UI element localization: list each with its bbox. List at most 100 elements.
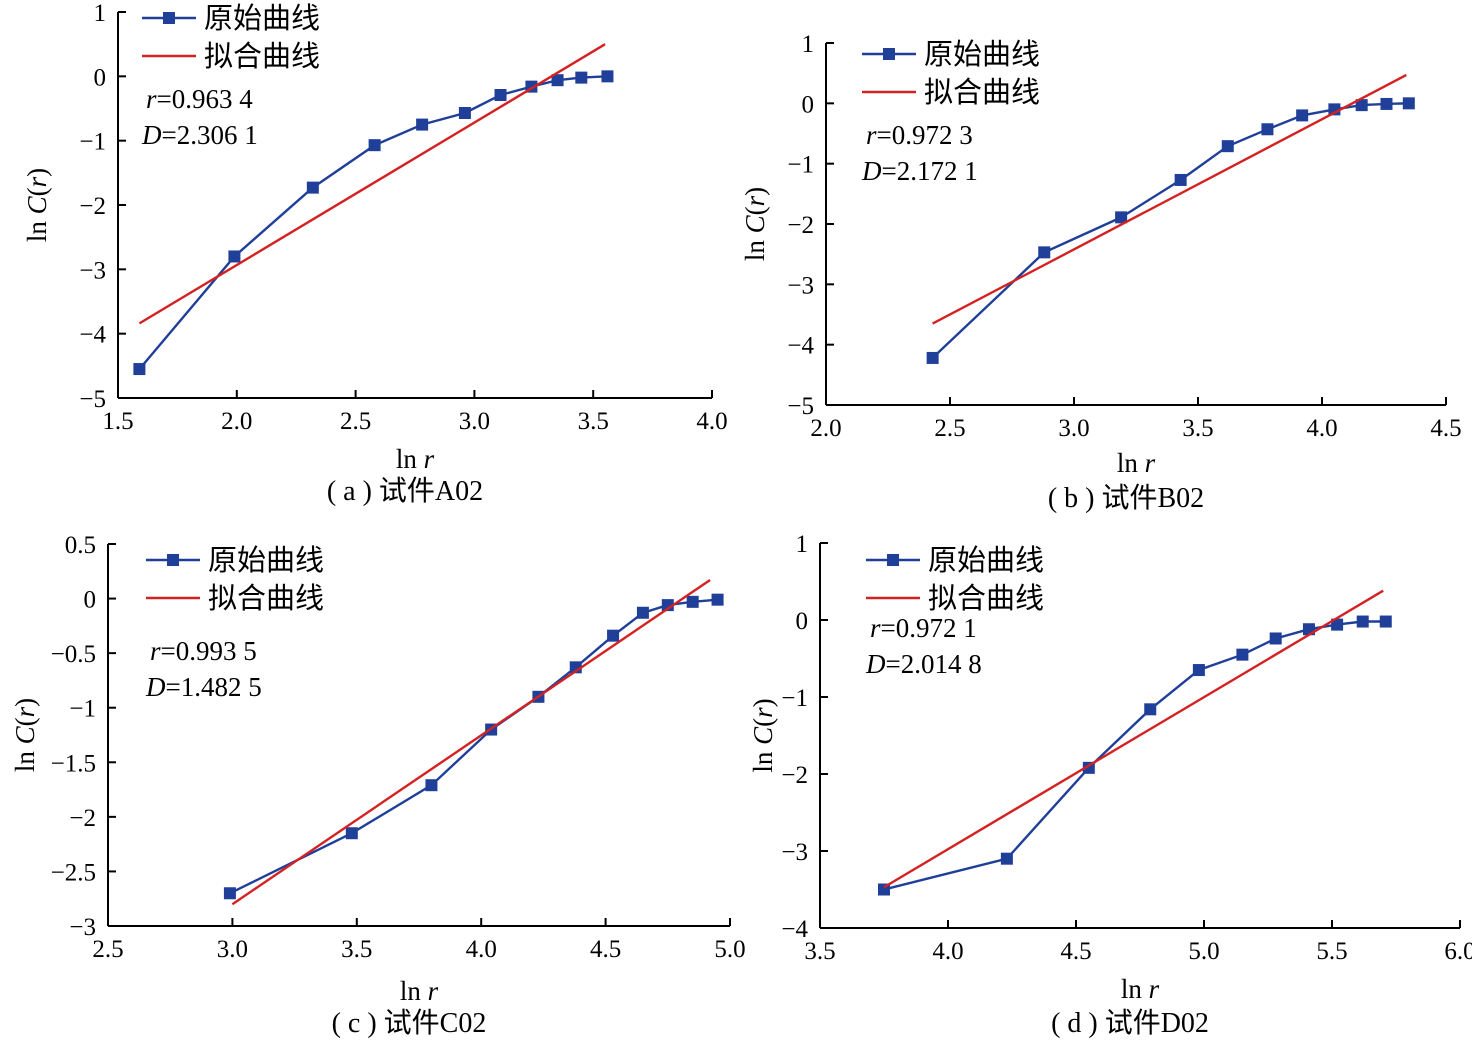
data-point (133, 363, 146, 376)
legend-raw-label: 原始曲线 (924, 38, 1040, 71)
panel-caption: ( a ) 试件A02 (327, 475, 483, 507)
legend-raw-marker (883, 48, 895, 60)
data-point (368, 139, 381, 152)
x-tick-label: 2.5 (340, 408, 371, 435)
data-point (1355, 99, 1368, 112)
y-tick-label: −0.5 (51, 641, 96, 668)
data-point (228, 250, 241, 263)
data-point (711, 593, 724, 606)
D-annotation: D=2.172 1 (861, 156, 978, 186)
legend-raw-marker (167, 554, 179, 566)
x-axis-label: ln r (396, 444, 435, 474)
data-point (1000, 852, 1013, 865)
y-tick-label: −3 (69, 914, 96, 941)
x-tick-label: 2.0 (810, 415, 841, 442)
x-tick-label: 2.5 (934, 415, 965, 442)
legend-fit-label: 拟合曲线 (924, 76, 1040, 109)
y-tick-label: −5 (787, 393, 814, 420)
y-tick-label: −3 (781, 839, 808, 866)
y-tick-label: −1.5 (51, 750, 96, 777)
data-point (601, 70, 614, 83)
x-tick-label: 4.5 (1430, 415, 1461, 442)
y-tick-label: 0.5 (65, 532, 96, 559)
x-tick-label: 3.5 (804, 938, 835, 965)
legend-raw-marker (163, 12, 175, 24)
y-tick-label: −4 (79, 322, 106, 349)
x-tick-label: 4.5 (1060, 938, 1091, 965)
x-tick-label: 4.0 (696, 408, 727, 435)
legend-fit-label: 拟合曲线 (208, 582, 324, 615)
panel-caption: ( b ) 试件B02 (1048, 482, 1204, 514)
data-point (1402, 97, 1415, 110)
y-axis-label: ln C(r) (748, 698, 778, 772)
data-point (1221, 140, 1234, 153)
x-tick-label: 1.5 (102, 408, 133, 435)
fit-line (231, 579, 711, 906)
data-point (1192, 664, 1205, 677)
y-tick-label: −3 (787, 272, 814, 299)
chart-panel-1: −5 −4 −3 −2 −1 0 1 2.0 2.5 3.0 3.5 4.0 4.5 ln r ln C(r… (740, 31, 1462, 514)
x-tick-label: 3.5 (341, 936, 372, 963)
x-tick-label: 4.0 (1306, 415, 1337, 442)
data-point (1296, 109, 1309, 122)
raw-curve-line (229, 598, 718, 895)
data-point (926, 351, 939, 364)
fit-line (138, 43, 606, 325)
data-point (223, 887, 236, 900)
data-point (575, 71, 588, 84)
y-tick-label: −1 (69, 696, 96, 723)
y-tick-label: −2 (79, 193, 106, 220)
x-tick-label: 5.0 (714, 936, 745, 963)
y-tick-label: 1 (796, 531, 809, 558)
data-point (551, 74, 564, 87)
fit-line (883, 589, 1384, 889)
data-point (1379, 615, 1392, 628)
y-tick-label: −3 (79, 257, 106, 284)
D-annotation: D=2.014 8 (865, 649, 982, 679)
y-axis-label: ln C(r) (22, 168, 52, 242)
y-tick-label: 1 (94, 0, 107, 27)
x-axis-label: ln r (1117, 448, 1156, 478)
y-tick-label: −1 (787, 152, 814, 179)
data-point (416, 118, 429, 131)
legend-fit-label: 拟合曲线 (204, 40, 320, 73)
x-axis-label: ln r (1121, 974, 1160, 1004)
y-tick-label: 0 (802, 91, 815, 118)
data-point (494, 88, 507, 101)
panel-caption: ( c ) 试件C02 (332, 1007, 487, 1039)
data-point (1174, 173, 1187, 186)
y-tick-label: −2.5 (51, 859, 96, 886)
legend-raw-label: 原始曲线 (204, 2, 320, 35)
data-point (1380, 97, 1393, 110)
data-point (458, 107, 471, 120)
y-axis-label: ln C(r) (740, 187, 770, 261)
x-tick-label: 4.0 (932, 938, 963, 965)
y-tick-label: −1 (781, 685, 808, 712)
legend-raw-label: 原始曲线 (928, 544, 1044, 577)
y-tick-label: −5 (79, 386, 106, 413)
y-tick-label: −2 (69, 805, 96, 832)
y-tick-label: −2 (787, 212, 814, 239)
r-annotation: r=0.972 3 (866, 120, 973, 150)
x-axis-label: ln r (400, 976, 439, 1006)
x-tick-label: 2.5 (92, 936, 123, 963)
x-tick-label: 3.0 (1058, 415, 1089, 442)
legend-raw-label: 原始曲线 (208, 544, 324, 577)
x-tick-label: 3.5 (1182, 415, 1213, 442)
r-annotation: r=0.963 4 (146, 84, 253, 114)
x-tick-label: 2.0 (221, 408, 252, 435)
chart-panel-0: −5 −4 −3 −2 −1 0 1 1.5 2.0 2.5 3.0 3.5 4.0 ln r ln C(r… (22, 0, 728, 507)
chart-panel-3: −4 −3 −2 −1 0 1 3.5 4.0 4.5 5.0 5.5 6.0 ln r ln C(r) 原… (748, 531, 1472, 1039)
x-tick-label: 5.0 (1188, 938, 1219, 965)
x-tick-label: 3.5 (578, 408, 609, 435)
data-point (1236, 648, 1249, 661)
legend-raw-marker (887, 554, 899, 566)
x-tick-label: 5.5 (1316, 938, 1347, 965)
r-annotation: r=0.972 1 (870, 613, 977, 643)
data-point (1115, 211, 1128, 224)
data-point (306, 181, 319, 194)
raw-curve-line (931, 102, 1409, 359)
